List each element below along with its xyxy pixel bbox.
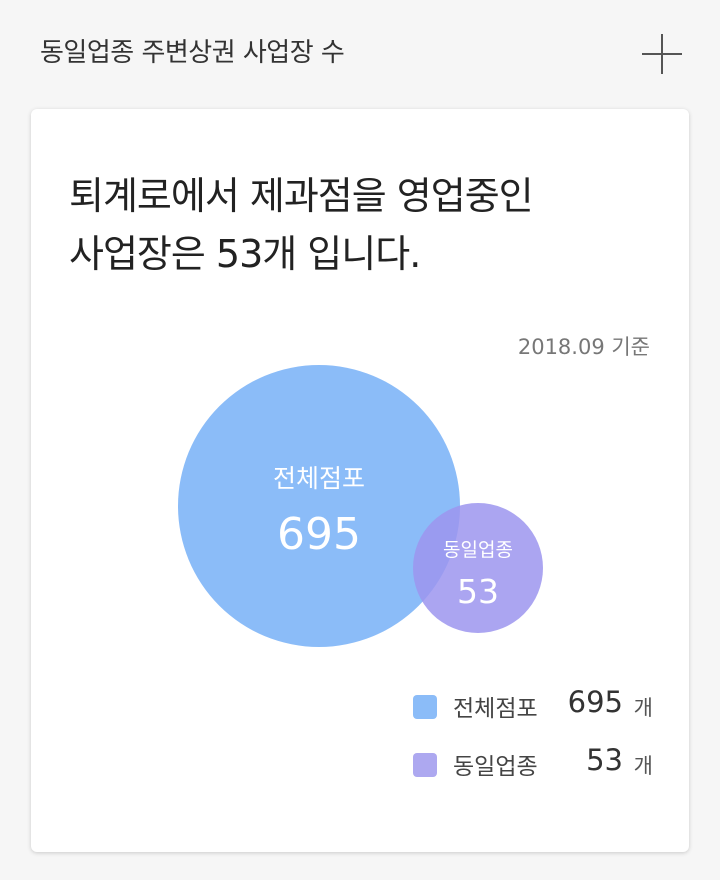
- legend-swatch-total: [413, 695, 437, 719]
- reference-date: 2018.09 기준: [517, 335, 650, 359]
- legend-label: 전체점포: [453, 696, 538, 722]
- legend-value: 695: [567, 685, 623, 719]
- legend-label: 동일업종: [453, 754, 538, 780]
- legend-value: 53: [586, 743, 623, 777]
- chart-legend: 전체점포 695 개 동일업종 53 개: [413, 679, 653, 795]
- bubble-same: [413, 503, 543, 633]
- page-title: 동일업종 주변상권 사업장 수: [40, 38, 345, 68]
- add-button[interactable]: [638, 30, 686, 78]
- bubble-value: 53: [457, 572, 499, 611]
- headline: 퇴계로에서 제과점을 영업중인 사업장은 53개 입니다.: [69, 167, 669, 283]
- bubble-chart: 전체점포 695 동일업종 53: [178, 365, 543, 647]
- headline-line-1: 퇴계로에서 제과점을 영업중인: [69, 174, 534, 218]
- stats-card: 퇴계로에서 제과점을 영업중인 사업장은 53개 입니다. 2018.09 기준…: [31, 109, 689, 852]
- bubble-label: 전체점포: [273, 464, 365, 493]
- bubble-total: [178, 365, 460, 647]
- legend-swatch-same: [413, 753, 437, 777]
- page-header: 동일업종 주변상권 사업장 수: [0, 0, 720, 108]
- bubble-value: 695: [277, 509, 361, 560]
- bubble-label: 동일업종: [443, 539, 513, 561]
- legend-item-total: 전체점포 695 개: [413, 679, 653, 737]
- headline-line-2: 사업장은 53개 입니다.: [69, 232, 421, 276]
- legend-item-same: 동일업종 53 개: [413, 737, 653, 795]
- legend-unit: 개: [633, 754, 653, 778]
- legend-unit: 개: [633, 696, 653, 720]
